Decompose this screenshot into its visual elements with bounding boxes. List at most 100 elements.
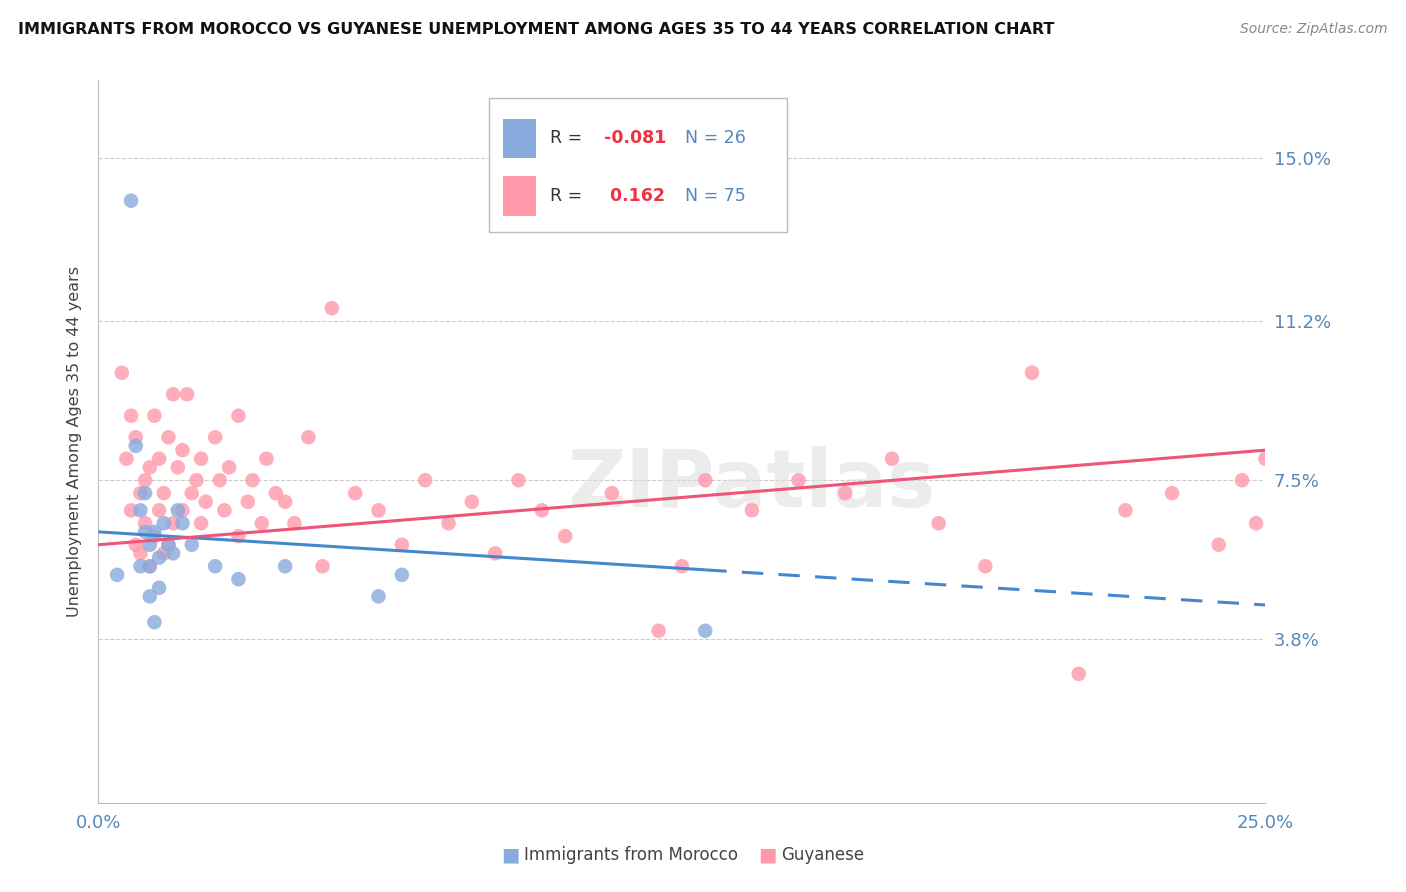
Text: Source: ZipAtlas.com: Source: ZipAtlas.com <box>1240 22 1388 37</box>
Point <box>157 538 180 552</box>
Point <box>134 516 156 531</box>
Point <box>172 443 194 458</box>
Point <box>180 486 202 500</box>
Point <box>695 473 717 487</box>
Point <box>228 572 250 586</box>
Point <box>143 524 166 539</box>
Point <box>834 486 856 500</box>
Point <box>250 516 273 531</box>
Point <box>1254 451 1277 466</box>
Point <box>530 503 553 517</box>
Point <box>208 473 231 487</box>
Text: IMMIGRANTS FROM MOROCCO VS GUYANESE UNEMPLOYMENT AMONG AGES 35 TO 44 YEARS CORRE: IMMIGRANTS FROM MOROCCO VS GUYANESE UNEM… <box>18 22 1054 37</box>
Text: ■: ■ <box>758 846 776 864</box>
FancyBboxPatch shape <box>489 98 787 232</box>
Point <box>134 486 156 500</box>
Point <box>194 494 217 508</box>
Point <box>139 559 162 574</box>
Point <box>1161 486 1184 500</box>
Point <box>461 494 484 508</box>
Point <box>1021 366 1043 380</box>
Point <box>129 503 152 517</box>
Point <box>228 409 250 423</box>
Point <box>880 451 903 466</box>
Point <box>162 546 184 560</box>
Point <box>162 387 184 401</box>
Point <box>139 590 162 604</box>
Point <box>148 451 170 466</box>
Point <box>172 503 194 517</box>
Point <box>204 559 226 574</box>
Point <box>166 460 188 475</box>
Point <box>297 430 319 444</box>
Point <box>115 451 138 466</box>
Point <box>148 550 170 565</box>
Text: Guyanese: Guyanese <box>782 846 865 863</box>
Point <box>204 430 226 444</box>
Text: R =: R = <box>550 187 588 205</box>
Text: Immigrants from Morocco: Immigrants from Morocco <box>524 846 738 863</box>
Point <box>242 473 264 487</box>
Point <box>143 529 166 543</box>
Point <box>1114 503 1136 517</box>
Point <box>236 494 259 508</box>
Point <box>176 387 198 401</box>
Point <box>1244 516 1267 531</box>
Bar <box>503 119 536 158</box>
Point <box>367 503 389 517</box>
Text: R =: R = <box>550 129 588 147</box>
Point <box>391 567 413 582</box>
Point <box>143 409 166 423</box>
Y-axis label: Unemployment Among Ages 35 to 44 years: Unemployment Among Ages 35 to 44 years <box>66 266 82 617</box>
Point <box>508 473 530 487</box>
Point <box>928 516 950 531</box>
Point <box>274 559 297 574</box>
Point <box>186 473 208 487</box>
Point <box>120 194 142 208</box>
Point <box>1230 473 1253 487</box>
Point <box>157 430 180 444</box>
Point <box>437 516 460 531</box>
Point <box>190 451 212 466</box>
Point <box>367 590 389 604</box>
Point <box>134 524 156 539</box>
Point <box>214 503 236 517</box>
Text: N = 26: N = 26 <box>685 129 747 147</box>
Point <box>152 486 174 500</box>
Point <box>228 529 250 543</box>
Point <box>391 538 413 552</box>
Point <box>695 624 717 638</box>
Point <box>741 503 763 517</box>
Point <box>311 559 333 574</box>
Point <box>120 409 142 423</box>
Text: ■: ■ <box>501 846 519 864</box>
Point <box>111 366 134 380</box>
Text: 0.162: 0.162 <box>603 187 665 205</box>
Point <box>125 538 148 552</box>
Point <box>105 567 128 582</box>
Point <box>125 439 148 453</box>
Point <box>152 546 174 560</box>
Point <box>321 301 343 316</box>
Point <box>166 503 188 517</box>
Point <box>129 486 152 500</box>
Point <box>172 516 194 531</box>
Point <box>671 559 693 574</box>
Point <box>148 581 170 595</box>
Point <box>264 486 287 500</box>
Point <box>256 451 278 466</box>
Point <box>600 486 623 500</box>
Point <box>344 486 367 500</box>
Text: ZIPatlas: ZIPatlas <box>568 446 936 524</box>
Point <box>484 546 506 560</box>
Bar <box>503 177 536 216</box>
Point <box>148 503 170 517</box>
Point <box>162 516 184 531</box>
Point <box>180 538 202 552</box>
Point <box>274 494 297 508</box>
Point <box>283 516 305 531</box>
Point <box>139 559 162 574</box>
Point <box>1208 538 1230 552</box>
Point <box>218 460 240 475</box>
Text: N = 75: N = 75 <box>685 187 747 205</box>
